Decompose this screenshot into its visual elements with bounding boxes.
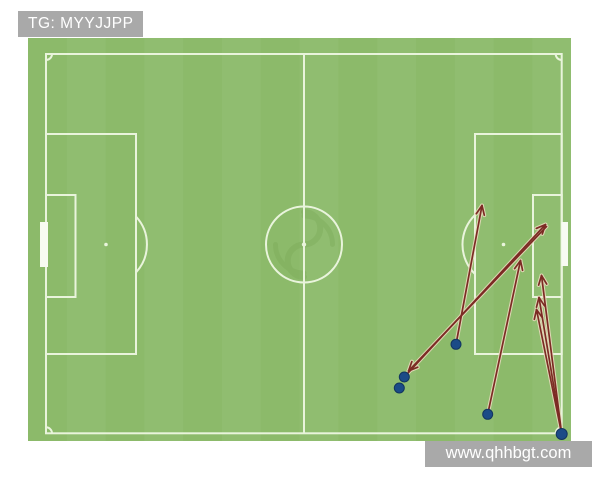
pass-arrowhead <box>533 308 544 321</box>
pass-arrow-shaft <box>535 308 563 435</box>
penalty-arc-left <box>135 215 148 274</box>
pass-arrow-shaft <box>455 204 483 346</box>
pass-arrows <box>403 204 563 435</box>
pass-arrowhead <box>535 296 546 309</box>
match-tag-label: TG: MYYJJPP <box>18 11 144 37</box>
field-background <box>28 38 571 441</box>
goal-left <box>40 222 48 267</box>
pass-origin-dot <box>450 338 462 350</box>
corner-arc <box>45 53 53 61</box>
pass-arrow-shaft <box>540 274 563 435</box>
goal-right <box>561 222 568 266</box>
pitch-markings <box>40 53 568 435</box>
pass-arrowhead <box>475 204 486 217</box>
pass-origin-dot <box>555 428 568 440</box>
pass-arrowhead <box>407 360 419 372</box>
centre-circle <box>265 205 343 284</box>
penalty-spot-left <box>104 242 108 247</box>
pass-arrowhead <box>537 274 548 286</box>
pass-origin-dot <box>398 371 410 383</box>
pass-arrow-shaft <box>486 259 522 416</box>
pass-arrowhead <box>513 259 524 272</box>
pass-arrow-shaft <box>407 225 548 372</box>
pass-origin-dot <box>482 408 494 420</box>
centre-spot <box>301 242 307 247</box>
pass-origin-dot <box>393 382 405 394</box>
pass-origin-dots <box>393 338 568 440</box>
corner-arc <box>554 53 562 61</box>
penalty-spot-right <box>501 242 506 247</box>
corner-arc <box>45 426 53 434</box>
watermark-url-label: www.qhhbgt.com <box>425 441 592 467</box>
